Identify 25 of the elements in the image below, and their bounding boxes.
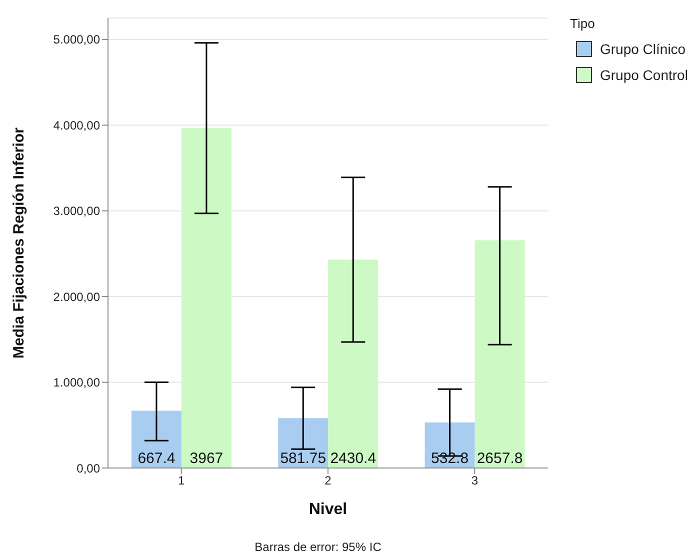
data-label: 2430.4 (330, 450, 376, 467)
text: Barras de error: 95% IC (254, 540, 382, 553)
y-tick-label: 4.000,00 (53, 118, 100, 132)
y-tick-label: 5.000,00 (53, 32, 100, 47)
x-tick-label: 2 (324, 474, 332, 488)
bar (181, 128, 232, 468)
legend-label: Grupo Clínico (600, 41, 686, 57)
bar (474, 240, 525, 468)
y-tick-label: 1.000,00 (53, 376, 100, 390)
data-label: 2657.8 (476, 450, 523, 467)
x-tick-label: 1 (178, 474, 185, 488)
data-label: 581.75 (280, 450, 326, 467)
x-axis-title: Nivel (308, 501, 348, 518)
legend-label: Grupo Control (600, 67, 688, 83)
y-tick-label: 2.000,00 (53, 290, 100, 304)
y-tick-label: 3.000,00 (53, 204, 100, 218)
x-tick-label: 3 (471, 474, 478, 488)
bar (131, 410, 182, 468)
bar (328, 260, 378, 468)
data-label: 3967 (190, 450, 224, 467)
y-axis-title: Media Fijaciones Región Inferior (10, 127, 28, 358)
data-label: 667.4 (138, 450, 176, 467)
bar (278, 418, 328, 468)
legend-title: Tipo (570, 16, 596, 31)
y-tick-label: 0,00 (76, 461, 100, 476)
